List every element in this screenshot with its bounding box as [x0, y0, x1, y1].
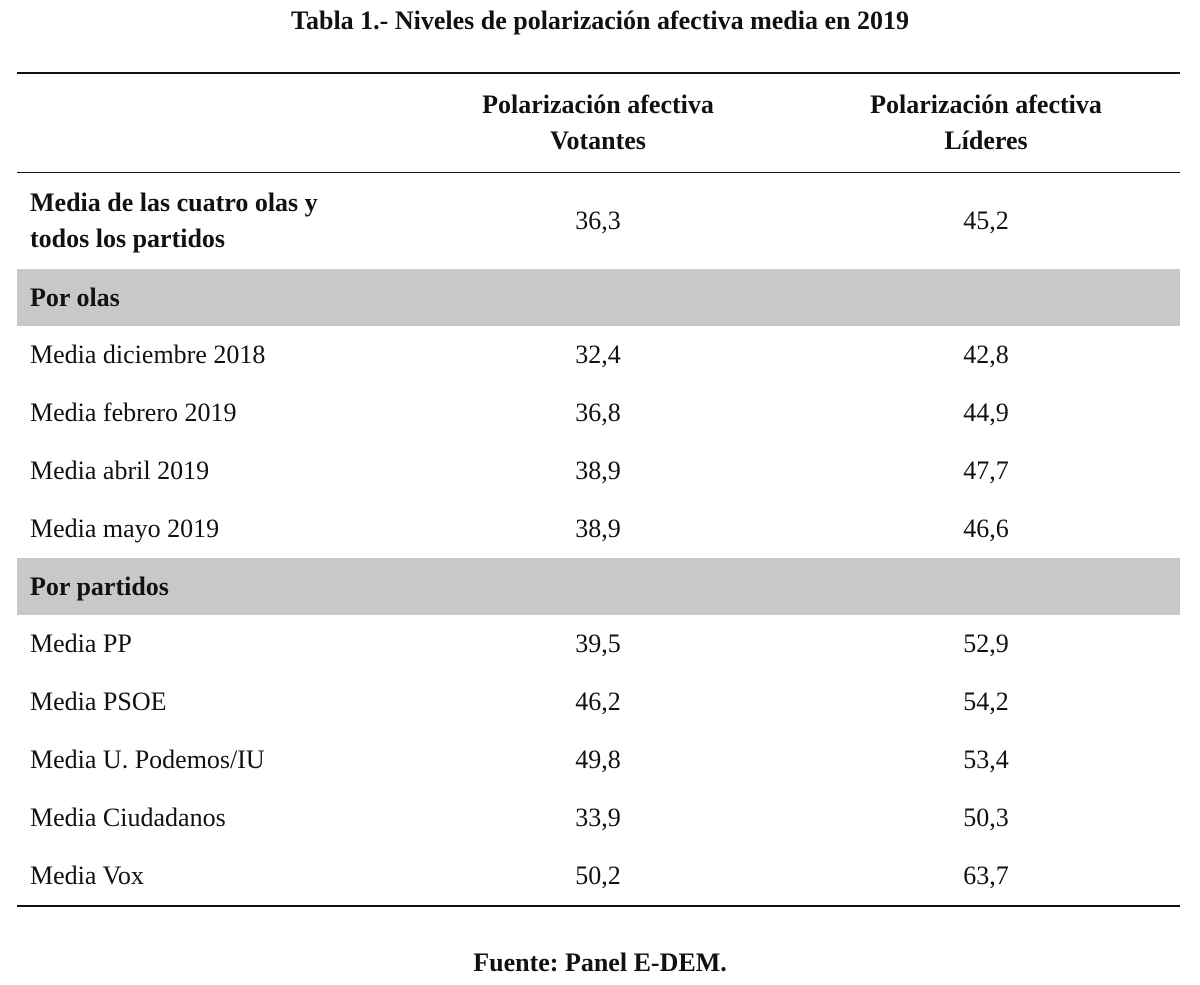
- table-row: Media U. Podemos/IU 49,8 53,4: [17, 731, 1180, 789]
- summary-row: Media de las cuatro olas y todos los par…: [17, 173, 1180, 270]
- row-label: Media Ciudadanos: [30, 803, 226, 832]
- row-label: Media mayo 2019: [30, 514, 220, 543]
- table-caption: Tabla 1.- Niveles de polarización afecti…: [291, 6, 909, 35]
- data-table: Polarización afectiva Votantes Polarizac…: [17, 72, 1180, 907]
- row-lideres: 53,4: [963, 745, 1009, 774]
- row-label: Media PSOE: [30, 687, 167, 716]
- row-label: Media Vox: [30, 861, 144, 890]
- row-votantes: 36,8: [575, 398, 621, 427]
- row-lideres: 54,2: [963, 687, 1009, 716]
- row-lideres: 47,7: [963, 456, 1009, 485]
- table-row: Media diciembre 2018 32,4 42,8: [17, 326, 1180, 384]
- row-votantes: 46,2: [575, 687, 621, 716]
- header-empty-cell: [17, 73, 404, 173]
- summary-label: Media de las cuatro olas y todos los par…: [17, 173, 404, 270]
- header-votantes-line2: Votantes: [550, 126, 646, 155]
- row-votantes: 38,9: [575, 456, 621, 485]
- table-row: Media febrero 2019 36,8 44,9: [17, 384, 1180, 442]
- summary-label-line2: todos los partidos: [30, 224, 226, 253]
- row-votantes: 33,9: [575, 803, 621, 832]
- source-note: Fuente: Panel E-DEM.: [473, 948, 727, 977]
- polarization-table: Polarización afectiva Votantes Polarizac…: [17, 72, 1180, 907]
- row-label: Media abril 2019: [30, 456, 210, 485]
- section-header-partidos: Por partidos: [17, 558, 1180, 615]
- table-row: Media Ciudadanos 33,9 50,3: [17, 789, 1180, 847]
- row-label: Media diciembre 2018: [30, 340, 266, 369]
- row-lideres: 44,9: [963, 398, 1009, 427]
- row-lideres: 46,6: [963, 514, 1009, 543]
- row-label: Media PP: [30, 629, 132, 658]
- row-label: Media U. Podemos/IU: [30, 745, 265, 774]
- table-row: Media abril 2019 38,9 47,7: [17, 442, 1180, 500]
- table-row: Media Vox 50,2 63,7: [17, 847, 1180, 906]
- row-lideres: 50,3: [963, 803, 1009, 832]
- header-lideres-line1: Polarización afectiva: [870, 90, 1102, 119]
- row-lideres: 63,7: [963, 861, 1009, 890]
- row-lideres: 42,8: [963, 340, 1009, 369]
- summary-label-line1: Media de las cuatro olas y: [30, 188, 318, 217]
- header-lideres: Polarización afectiva Líderes: [792, 73, 1180, 173]
- section-header-olas: Por olas: [17, 269, 1180, 326]
- section-title: Por olas: [17, 269, 1180, 326]
- row-votantes: 39,5: [575, 629, 621, 658]
- row-votantes: 50,2: [575, 861, 621, 890]
- header-lideres-line2: Líderes: [944, 126, 1028, 155]
- table-row: Media mayo 2019 38,9 46,6: [17, 500, 1180, 558]
- row-votantes: 38,9: [575, 514, 621, 543]
- table-row: Media PP 39,5 52,9: [17, 615, 1180, 673]
- section-title: Por partidos: [17, 558, 1180, 615]
- row-label: Media febrero 2019: [30, 398, 237, 427]
- header-votantes: Polarización afectiva Votantes: [404, 73, 792, 173]
- summary-lideres: 45,2: [963, 206, 1009, 235]
- table-row: Media PSOE 46,2 54,2: [17, 673, 1180, 731]
- summary-votantes: 36,3: [575, 206, 621, 235]
- header-row: Polarización afectiva Votantes Polarizac…: [17, 73, 1180, 173]
- header-votantes-line1: Polarización afectiva: [482, 90, 714, 119]
- row-votantes: 32,4: [575, 340, 621, 369]
- row-lideres: 52,9: [963, 629, 1009, 658]
- row-votantes: 49,8: [575, 745, 621, 774]
